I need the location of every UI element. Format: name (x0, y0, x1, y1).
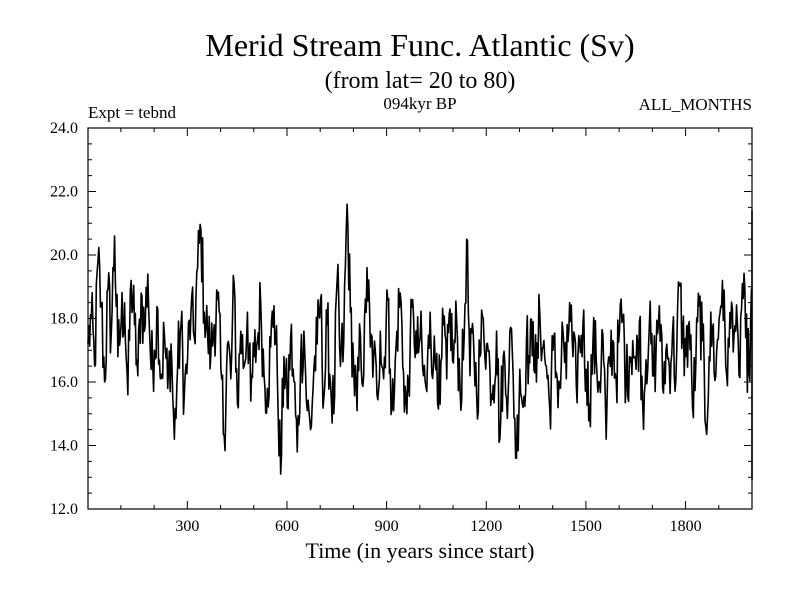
x-tick-label: 300 (175, 518, 199, 535)
y-axis-ticks: 12.0 14.0 16.0 18.0 20.0 22.0 24.0 (50, 120, 752, 518)
chart-subtitle: (from lat= 20 to 80) (325, 68, 516, 94)
y-tick-label: 20.0 (50, 247, 78, 264)
plot-frame (87, 127, 753, 510)
y-tick-label: 14.0 (50, 438, 78, 455)
x-tick-label: 1800 (670, 518, 702, 535)
annotation-left: Expt = tebnd (88, 103, 176, 122)
y-tick-label: 22.0 (50, 184, 78, 201)
chart-title: Merid Stream Func. Atlantic (Sv) (205, 27, 634, 63)
x-axis-ticks: 300 600 900 1200 1500 1800 (120, 128, 720, 535)
y-tick-label: 12.0 (50, 501, 78, 518)
annotation-right: ALL_MONTHS (639, 95, 752, 114)
x-tick-label: 600 (275, 518, 299, 535)
y-tick-label: 16.0 (50, 374, 78, 391)
x-tick-label: 1200 (470, 518, 502, 535)
x-tick-label: 900 (375, 518, 399, 535)
y-tick-label: 24.0 (50, 120, 78, 137)
annotation-center: 094kyr BP (383, 94, 456, 113)
x-tick-label: 1500 (570, 518, 602, 535)
y-tick-label: 18.0 (50, 311, 78, 328)
x-axis-label: Time (in years since start) (306, 538, 535, 563)
